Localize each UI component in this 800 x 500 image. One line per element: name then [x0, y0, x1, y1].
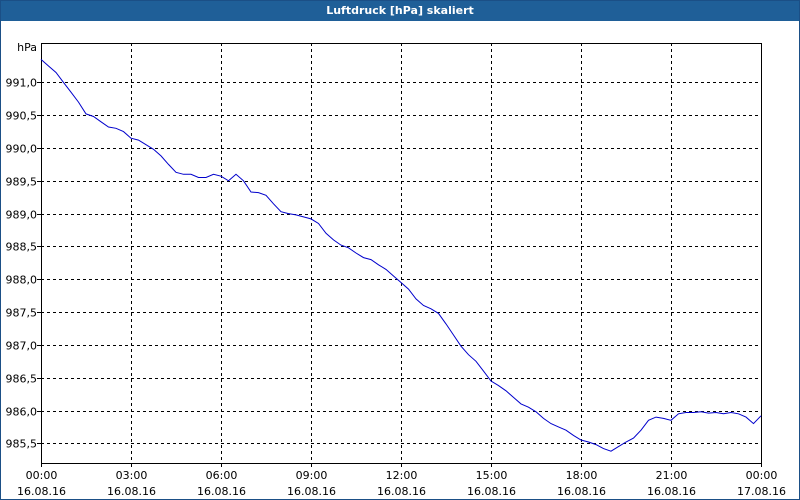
pressure-series-line [40, 59, 762, 452]
y-tick-label: 986,5 [6, 373, 38, 386]
y-tick-label: 988,0 [6, 274, 38, 287]
y-tick-label: 990,5 [6, 110, 38, 123]
x-tick-date: 16.08.16 [197, 485, 246, 498]
y-tick-label: 991,0 [6, 77, 38, 90]
y-tick-label: 989,0 [6, 209, 38, 222]
y-tick-label: 987,5 [6, 307, 38, 320]
x-tick-time: 12:00 [386, 469, 418, 482]
series-layer [40, 59, 762, 452]
x-tick-date: 16.08.16 [557, 485, 606, 498]
x-tick-date: 16.08.16 [647, 485, 696, 498]
grid-layer [41, 43, 761, 463]
x-tick-date: 17.08.16 [737, 485, 786, 498]
chart-title: Luftdruck [hPa] skaliert [1, 1, 799, 21]
plot-area-border [41, 43, 762, 464]
x-tick-date: 16.08.16 [467, 485, 516, 498]
x-tick-time: 15:00 [476, 469, 508, 482]
x-tick-date: 16.08.16 [377, 485, 426, 498]
y-tick-label: 985,5 [6, 438, 38, 451]
x-tick-date: 16.08.16 [107, 485, 156, 498]
x-tick-time: 06:00 [206, 469, 238, 482]
x-tick-time: 09:00 [296, 469, 328, 482]
y-tick-labels: 985,5 986,0 986,5 987,0 987,5 988,0 988,5 989,0… [6, 77, 38, 451]
x-tick-time: 00:00 [746, 469, 778, 482]
x-tick-time: 21:00 [656, 469, 688, 482]
x-tick-date: 16.08.16 [17, 485, 66, 498]
y-tick-label: 989,5 [6, 176, 38, 189]
y-tick-label: 986,0 [6, 406, 38, 419]
x-tick-time: 00:00 [26, 469, 58, 482]
x-tick-time: 03:00 [116, 469, 148, 482]
y-axis-unit-label: hPa [17, 41, 37, 54]
x-tick-labels: 00:00 16.08.16 03:00 16.08.16 06:00 16.08.16 0… [17, 469, 786, 498]
y-tick-label: 988,5 [6, 241, 38, 254]
y-tick-label: 987,0 [6, 340, 38, 353]
y-tick-label: 990,0 [6, 143, 38, 156]
x-tick-time: 18:00 [566, 469, 598, 482]
x-tick-date: 16.08.16 [287, 485, 336, 498]
axis-layer [37, 43, 762, 467]
